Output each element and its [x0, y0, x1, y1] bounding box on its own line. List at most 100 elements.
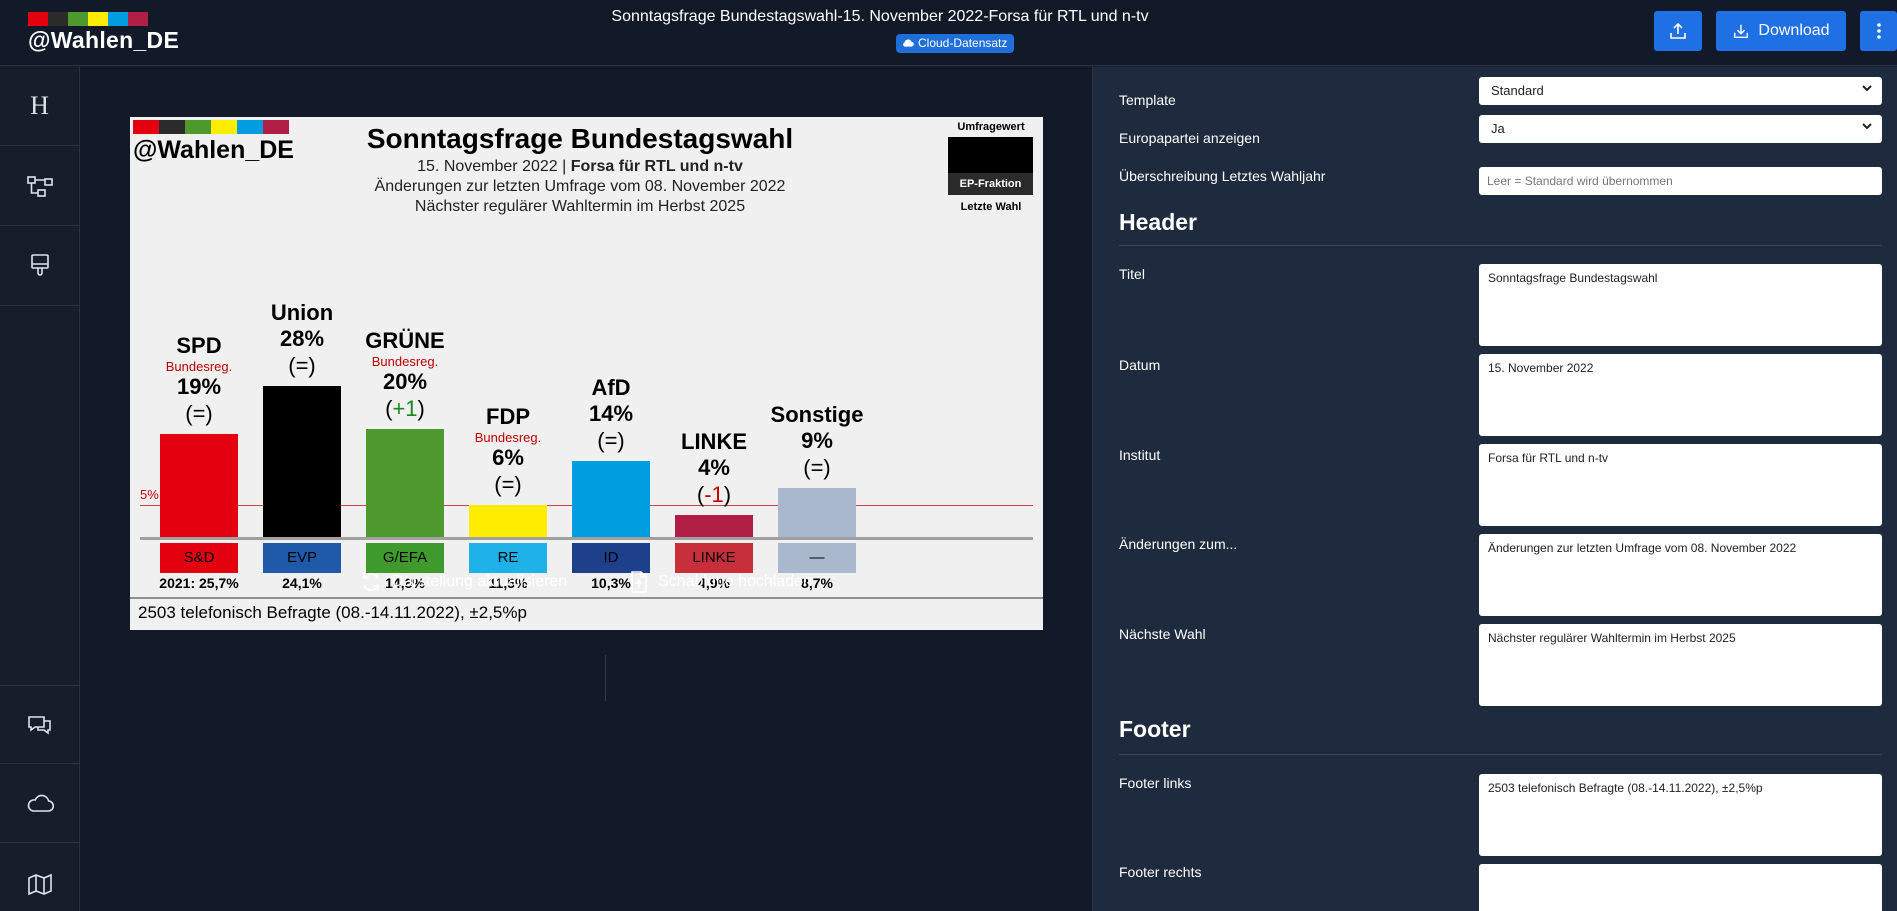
upload-template-button[interactable]: Schablone hochladen — [630, 557, 812, 607]
sidebar-item-design[interactable] — [0, 227, 79, 306]
sidebar: H — [0, 67, 80, 911]
data-label: 9% — [801, 428, 833, 454]
footer-rechts-label: Footer rechts — [1119, 864, 1202, 880]
europa-select[interactable]: Ja — [1479, 115, 1882, 143]
logo-strip-segment — [211, 120, 237, 134]
party-label-block: AfD 14% (=) — [546, 375, 676, 455]
sidebar-item-map[interactable] — [0, 843, 79, 911]
footer-links-label: Footer links — [1119, 775, 1192, 791]
logo-strip-segment — [88, 12, 108, 26]
document-title: Sonntagsfrage Bundestagswahl-15. Novembe… — [611, 8, 1149, 25]
institut-label: Institut — [1119, 447, 1161, 463]
settings-panel: Template Standard Europapartei anzeigen … — [1092, 67, 1897, 911]
refresh-display-button[interactable]: Darstellung aktualisieren — [360, 557, 567, 607]
chart-next-election: Nächster regulärer Wahltermin im Herbst … — [414, 198, 746, 215]
europa-select-value: Ja — [1491, 121, 1505, 136]
refresh-icon — [363, 573, 379, 591]
sidebar-item-header[interactable]: H — [0, 67, 79, 146]
download-button[interactable]: Download — [1716, 11, 1846, 51]
sidebar-item-structure[interactable] — [0, 147, 79, 226]
party-label-block: SPD Bundesreg. 19% (=) — [134, 333, 264, 428]
bar — [572, 461, 650, 537]
cloud-badge-label: Cloud-Datensatz — [918, 36, 1008, 50]
last-election-label: 10,3% — [591, 575, 631, 591]
footer-section-divider — [1119, 754, 1882, 755]
data-label: 28% — [279, 325, 325, 351]
ep-faction-label: G/EFA — [366, 543, 444, 573]
chart-baseline — [140, 537, 1033, 540]
sidebar-item-comments[interactable] — [0, 685, 79, 764]
last-election-label: 4,9% — [698, 575, 730, 591]
change-value: -1 — [704, 482, 724, 508]
ep-faction-label: S&D — [160, 543, 238, 573]
cloud-dataset-badge[interactable]: Cloud-Datensatz — [896, 34, 1015, 53]
bar — [778, 488, 856, 537]
paint-brush-icon — [30, 254, 49, 276]
map-icon — [27, 873, 52, 895]
logo-strip-segment — [185, 120, 211, 134]
template-select[interactable]: Standard — [1479, 77, 1882, 105]
cloud-icon — [903, 39, 914, 47]
logo-color-strip — [28, 12, 179, 26]
download-icon — [1734, 24, 1749, 39]
app-logo[interactable]: @Wahlen_DE — [28, 12, 179, 54]
change-label: (-1) — [696, 482, 732, 508]
template-label: Template — [1119, 92, 1176, 108]
logo-strip-segment — [237, 120, 263, 134]
chart-footer-left: 2503 telefonisch Befragte (08.-14.11.202… — [138, 603, 527, 622]
logo-strip-segment — [133, 120, 159, 134]
logo-strip-segment — [159, 120, 185, 134]
chart-date: 15. November 2022 — [417, 158, 558, 175]
more-options-button[interactable] — [1860, 11, 1897, 51]
sidebar-item-cloud[interactable] — [0, 764, 79, 843]
change-label: (=) — [597, 428, 625, 454]
ep-faction-label: ID — [572, 543, 650, 573]
institut-textarea[interactable]: Forsa für RTL und n-tv — [1479, 444, 1882, 526]
datum-label: Datum — [1119, 357, 1161, 373]
bar — [469, 504, 547, 537]
bar — [160, 434, 238, 537]
upload-button[interactable] — [1654, 11, 1702, 51]
logo-strip-segment — [108, 12, 128, 26]
comments-icon — [27, 715, 51, 735]
bar — [263, 385, 341, 537]
vertical-ellipsis-icon — [1876, 23, 1881, 39]
party-label-block: Union 28% (=) — [237, 300, 367, 380]
logo-strip-segment — [128, 12, 148, 26]
data-label: 6% — [492, 444, 524, 470]
chart-logo-text: @Wahlen_DE — [133, 136, 294, 164]
legend-ep-faction: EP-Fraktion — [948, 173, 1033, 195]
last-election-label: 2021: 25,7% — [159, 575, 239, 591]
aenderungen-textarea[interactable]: Änderungen zur letzten Umfrage vom 08. N… — [1479, 534, 1882, 616]
override-year-label: Überschreibung Letztes Wahljahr — [1119, 168, 1326, 184]
government-tag: Bundesreg. — [371, 354, 439, 369]
naechste-wahl-textarea[interactable]: Nächster regulärer Wahltermin im Herbst … — [1479, 624, 1882, 706]
data-label: 19% — [176, 374, 222, 400]
party-name: Union — [270, 299, 334, 325]
party-label-block: LINKE 4% (-1) — [649, 429, 779, 509]
footer-links-textarea[interactable]: 2503 telefonisch Befragte (08.-14.11.202… — [1479, 774, 1882, 856]
last-election-label: 11,5% — [488, 575, 528, 591]
main-preview-area: @Wahlen_DE Sonntagsfrage Bundestagswahl … — [80, 67, 1092, 911]
ep-faction-label: RE — [469, 543, 547, 573]
ep-faction-label: LINKE — [675, 543, 753, 573]
override-year-input[interactable]: Leer = Standard wird übernommen — [1479, 167, 1882, 195]
aenderungen-label: Änderungen zum... — [1119, 536, 1238, 552]
last-election-label: 14,8% — [385, 575, 425, 591]
last-election-label: 8,7% — [801, 575, 833, 591]
top-bar: @Wahlen_DE Sonntagsfrage Bundestagswahl-… — [0, 0, 1897, 66]
party-name: GRÜNE — [365, 328, 445, 353]
chart-title: Sonntagsfrage Bundestagswahl — [366, 123, 794, 154]
titel-label: Titel — [1119, 266, 1145, 282]
ep-faction-label: EVP — [263, 543, 341, 573]
europa-label: Europapartei anzeigen — [1119, 130, 1260, 146]
poll-chart: @Wahlen_DE Sonntagsfrage Bundestagswahl … — [130, 117, 1043, 630]
logo-strip-segment — [263, 120, 289, 134]
footer-rechts-textarea[interactable] — [1479, 864, 1882, 911]
titel-textarea[interactable]: Sonntagsfrage Bundestagswahl — [1479, 264, 1882, 346]
datum-textarea[interactable]: 15. November 2022 — [1479, 354, 1882, 436]
cloud-icon — [27, 794, 54, 812]
data-label: 20% — [382, 369, 428, 394]
file-upload-icon — [631, 571, 647, 593]
threshold-label: 5% — [140, 487, 159, 502]
